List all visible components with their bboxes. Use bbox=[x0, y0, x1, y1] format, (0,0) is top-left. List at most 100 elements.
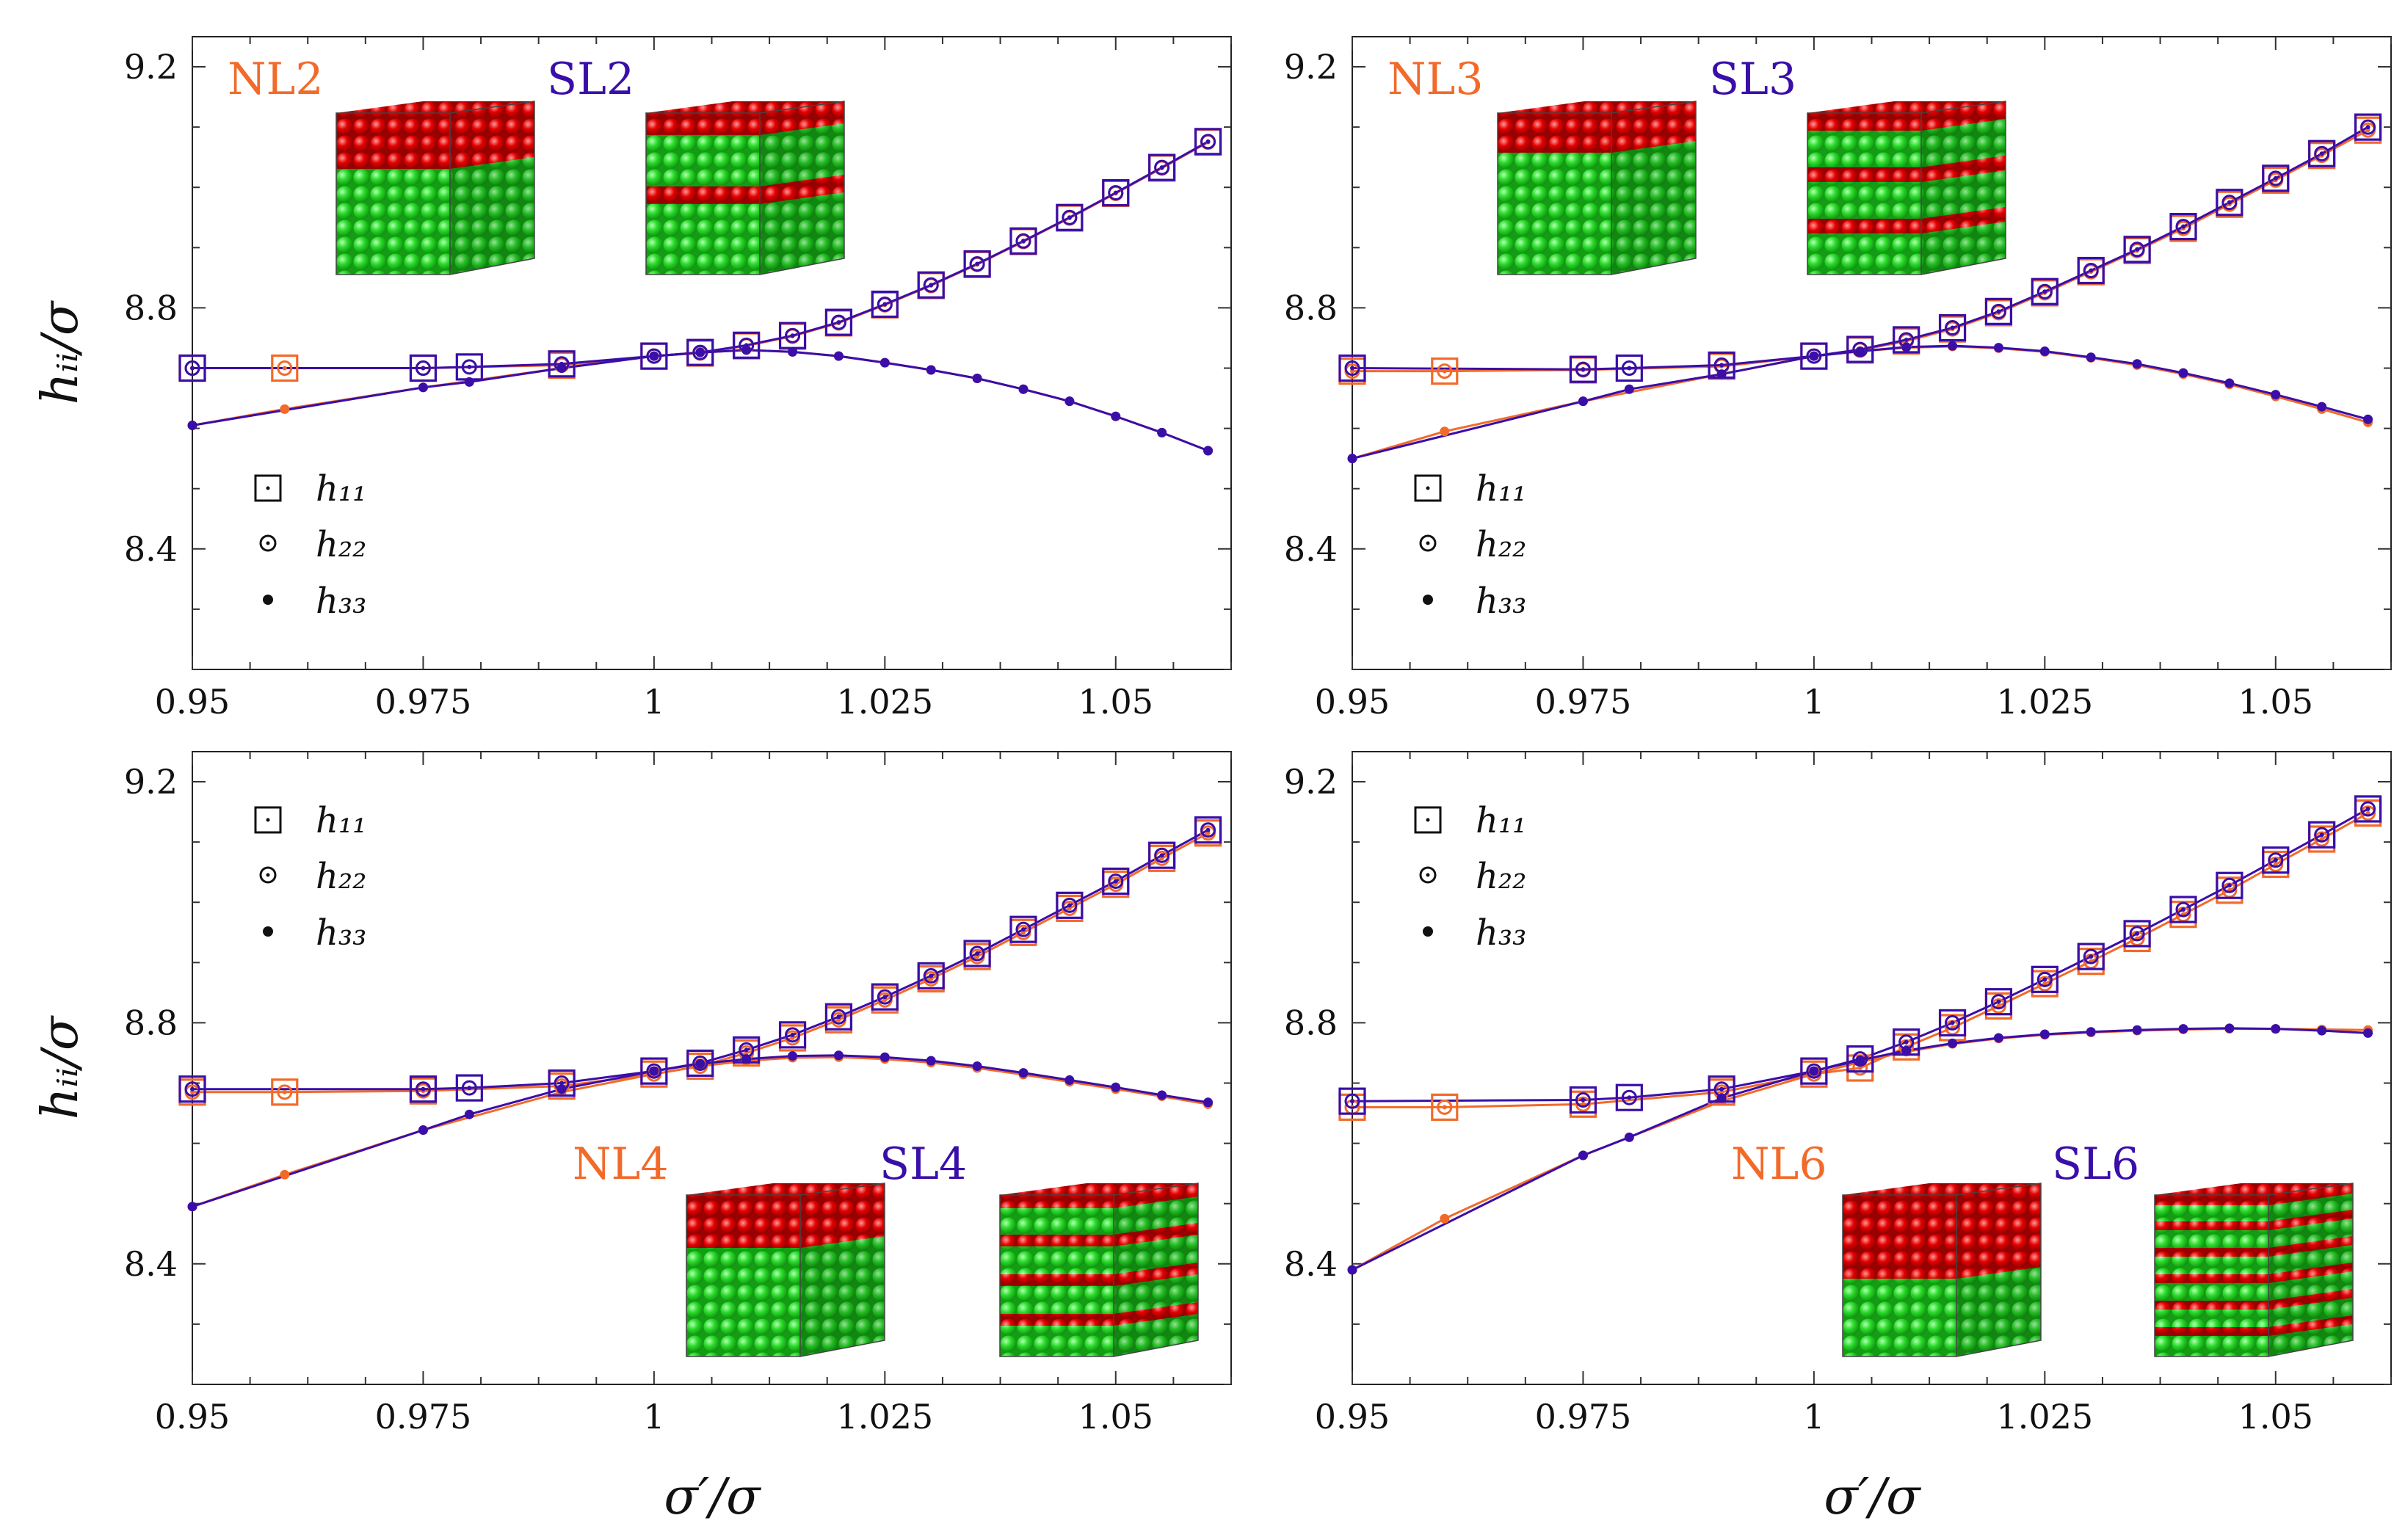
data-point-SL2-h22 bbox=[1200, 134, 1216, 150]
data-point-SL2-h11 bbox=[178, 354, 206, 382]
data-point-SL6-h33 bbox=[1624, 1132, 1634, 1142]
data-point-NL2-h11 bbox=[271, 354, 299, 382]
series-layer bbox=[1338, 795, 2382, 1275]
legend-h22-dot bbox=[266, 541, 270, 545]
data-point-NL6-h22-center bbox=[2365, 810, 2370, 816]
data-point-SL6-h22 bbox=[1344, 1093, 1360, 1109]
data-point-SL6-h22 bbox=[2314, 827, 2330, 843]
data-point-SL2-h22 bbox=[184, 360, 200, 377]
series-layer bbox=[178, 128, 1222, 456]
data-point-SL3-h11 bbox=[2262, 164, 2290, 192]
y-tick-label: 8.4 bbox=[124, 1244, 178, 1284]
data-point-SL6-h22 bbox=[2036, 971, 2053, 987]
data-point-SL3-h33 bbox=[1948, 341, 1958, 351]
data-point-SL4-h22-center bbox=[929, 973, 934, 978]
data-point-SL4-h33 bbox=[788, 1051, 798, 1061]
y-tick-label: 9.2 bbox=[1284, 762, 1338, 802]
data-point-SL4-h22-center bbox=[190, 1086, 195, 1092]
data-point-SL3-h22 bbox=[2221, 195, 2238, 211]
data-point-SL2-h22-center bbox=[1205, 139, 1211, 144]
data-point-NL2-h22 bbox=[277, 360, 293, 377]
data-point-SL4-h22 bbox=[785, 1027, 801, 1043]
crystal-insets bbox=[335, 101, 845, 275]
legend-h11-marker bbox=[254, 474, 282, 502]
data-point-SL3-h11 bbox=[1938, 313, 1967, 342]
data-point-NL4-h22-center bbox=[744, 1050, 749, 1056]
data-point-SL6-h11 bbox=[1846, 1045, 1874, 1073]
data-point-SL2-h22 bbox=[1108, 185, 1124, 201]
legend-h22-label: h₂₂ bbox=[1476, 856, 1526, 897]
data-point-SL3-h11 bbox=[2216, 189, 2243, 217]
data-point-SL2-h11 bbox=[963, 250, 991, 278]
data-point-SL2-h22-center bbox=[1113, 190, 1118, 195]
data-point-SL3-h11 bbox=[1846, 335, 1874, 363]
data-point-SL2-h33 bbox=[879, 357, 890, 368]
x-tick-label: 0.95 bbox=[155, 682, 230, 722]
data-point-SL3-h22-center bbox=[2365, 125, 2370, 130]
data-point-SL3-h11 bbox=[2031, 277, 2058, 305]
data-point-SL2-h33 bbox=[556, 363, 567, 374]
x-tick-label: 0.95 bbox=[1315, 1397, 1390, 1437]
data-point-SL4-h33 bbox=[833, 1050, 844, 1061]
ticks bbox=[1352, 752, 2392, 1385]
data-point-SL2-h22-center bbox=[1021, 239, 1026, 244]
label-sl: SL4 bbox=[879, 1138, 967, 1190]
data-point-SL3-h33 bbox=[1578, 396, 1588, 407]
data-point-NL6-h22 bbox=[1990, 998, 2006, 1014]
legend-h11-label: h₁₁ bbox=[316, 468, 366, 509]
x-tick-label: 1.05 bbox=[2238, 682, 2313, 722]
data-point-SL3-h11 bbox=[2354, 113, 2382, 141]
data-point-SL6-h33 bbox=[1855, 1055, 1865, 1065]
data-point-SL3-h22-center bbox=[2135, 247, 2140, 252]
data-point-NL4-h22-center bbox=[1067, 906, 1072, 911]
data-point-SL2-h33 bbox=[649, 351, 659, 361]
data-point-SL4-h22-center bbox=[975, 951, 980, 956]
x-tick-label: 0.975 bbox=[1535, 1397, 1632, 1437]
legend-h22-marker bbox=[1419, 534, 1437, 552]
x-tick-label: 0.95 bbox=[155, 1397, 230, 1437]
data-point-SL2-h22-center bbox=[1067, 215, 1072, 220]
data-point-SL6-h33 bbox=[2224, 1023, 2235, 1034]
data-point-SL2-h11 bbox=[1148, 153, 1176, 181]
label-nl: NL2 bbox=[228, 54, 324, 105]
data-point-SL4-h22-center bbox=[559, 1080, 565, 1086]
data-point-SL2-h22-center bbox=[190, 366, 195, 371]
data-point-SL4-h11 bbox=[1148, 841, 1176, 869]
data-point-SL3-h22-center bbox=[1719, 363, 1724, 368]
legend-h22-dot bbox=[1426, 541, 1430, 545]
data-point-SL6-h22-center bbox=[2181, 907, 2185, 912]
data-point-NL6-h33 bbox=[1440, 1213, 1450, 1224]
data-point-SL6-h22-center bbox=[2227, 883, 2232, 888]
data-point-SL4-h33 bbox=[1018, 1068, 1029, 1078]
y-tick-label: 8.8 bbox=[1284, 1003, 1338, 1042]
legend-h11-dot bbox=[1426, 818, 1430, 822]
x-tick-label: 1.025 bbox=[1996, 682, 2093, 722]
data-point-SL4-h22 bbox=[692, 1055, 708, 1071]
data-point-NL6-h22-center bbox=[1442, 1105, 1447, 1110]
x-tick-label: 1 bbox=[1803, 682, 1824, 722]
data-point-SL4-h11 bbox=[1056, 891, 1084, 919]
legend-h22-marker bbox=[259, 866, 277, 884]
data-point-SL3-h22 bbox=[2083, 263, 2099, 279]
crystal-inset-SL6 bbox=[2154, 1183, 2354, 1357]
data-point-SL6-h22-center bbox=[1350, 1099, 1354, 1104]
data-point-SL4-h11 bbox=[409, 1075, 438, 1103]
data-point-SL6-h11 bbox=[2308, 821, 2336, 849]
data-point-NL3-h22-center bbox=[1442, 368, 1447, 374]
x-tick-label: 1.05 bbox=[2238, 1397, 2313, 1437]
data-point-SL2-h22 bbox=[646, 348, 662, 364]
data-point-SL4-h22-center bbox=[836, 1014, 841, 1020]
x-tick-label: 0.95 bbox=[1315, 682, 1390, 722]
data-point-SL6-h33 bbox=[2086, 1027, 2096, 1037]
data-point-SL3-h22-center bbox=[2042, 289, 2047, 294]
data-point-SL4-h11 bbox=[1009, 915, 1037, 943]
x-tick-label: 1.05 bbox=[1078, 1397, 1153, 1437]
data-point-SL3-h22 bbox=[1575, 361, 1591, 377]
data-point-SL6-h33 bbox=[2271, 1024, 2281, 1034]
data-point-SL6-h22-center bbox=[2042, 977, 2047, 982]
crystal-insets bbox=[1842, 1183, 2354, 1357]
data-point-SL6-h33 bbox=[2132, 1025, 2142, 1035]
legend-h22-label: h₂₂ bbox=[316, 524, 366, 565]
data-point-SL4-h33 bbox=[972, 1061, 982, 1072]
data-point-SL3-h22 bbox=[1344, 360, 1360, 377]
